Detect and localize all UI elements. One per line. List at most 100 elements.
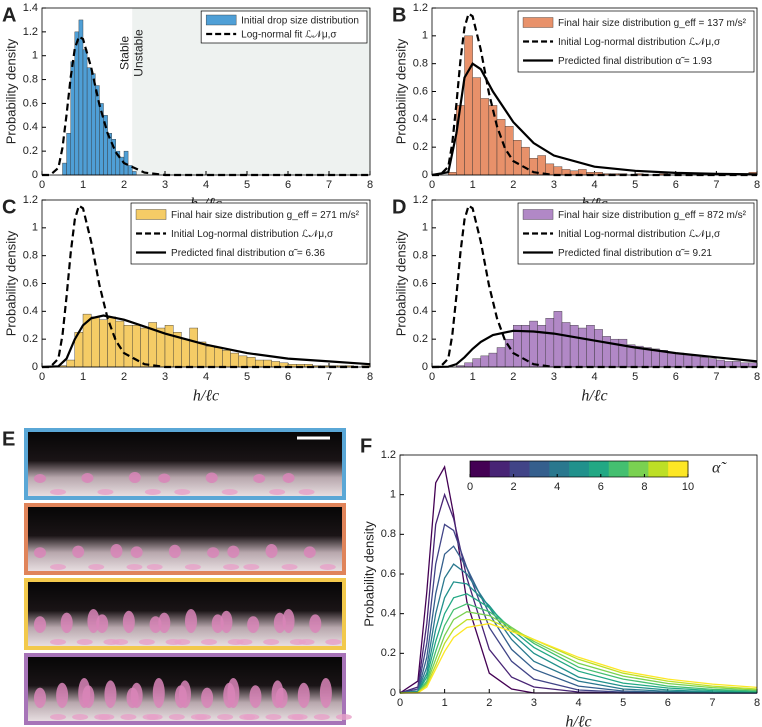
legend-label: Final hair size distribution g_eff = 137… (558, 18, 747, 29)
y-tick-label: 1.2 (413, 194, 428, 206)
bump (146, 564, 163, 570)
x-tick-label: 8 (754, 697, 760, 709)
x-tick-label: 1 (470, 371, 476, 383)
x-tick-label: 6 (665, 697, 671, 709)
panel-letter: B (392, 4, 406, 26)
x-tick-label: 4 (591, 179, 597, 191)
bump (168, 714, 185, 720)
colorbar-cell (509, 461, 530, 477)
x-tick-label: 4 (591, 371, 597, 383)
bump (223, 564, 240, 570)
colorbar-cell (470, 461, 491, 477)
colorbar-cell (588, 461, 610, 477)
histogram-bar (197, 341, 207, 368)
histogram-bar (529, 320, 538, 368)
bump (227, 545, 240, 558)
bump (303, 546, 316, 558)
legend-box (517, 10, 755, 73)
x-tick-label: 7 (709, 697, 715, 709)
axes-frame (431, 199, 758, 368)
curve (41, 314, 371, 369)
bump (128, 472, 141, 483)
bump (201, 687, 214, 708)
curve (399, 618, 758, 694)
legend-box (130, 202, 368, 265)
histogram-bar (70, 61, 75, 176)
curve (431, 329, 758, 369)
photo (24, 503, 346, 575)
bump (236, 639, 253, 645)
histogram-bar (238, 355, 248, 368)
bump (265, 714, 282, 720)
bump (275, 687, 288, 708)
axes-frame (431, 7, 758, 176)
histogram-bar (480, 355, 490, 368)
y-tick-label: 0.2 (23, 145, 38, 157)
histogram-bar (131, 171, 137, 176)
panel-letter: A (2, 4, 16, 26)
x-tick-label: 5 (620, 697, 626, 709)
histogram-bar (86, 67, 92, 176)
bump (319, 564, 336, 570)
histogram-bar (448, 172, 457, 176)
colorbar-tick-label: 2 (511, 481, 517, 493)
bump (168, 544, 181, 559)
y-tick-label: 0.6 (413, 277, 428, 289)
colorbar-cell (489, 461, 511, 477)
axes-frame (41, 7, 371, 176)
histogram-bar (675, 352, 685, 368)
bump (138, 639, 155, 645)
x-tick-label: 0 (429, 179, 435, 191)
y-tick-label: 1.2 (23, 26, 38, 38)
x-tick-label: 4 (203, 371, 209, 383)
bump (253, 474, 266, 483)
histogram-bar (164, 325, 174, 368)
y-tick-label: 0.2 (413, 141, 428, 153)
bump (34, 474, 46, 483)
legend-swatch (522, 17, 554, 28)
y-tick-label: 0.6 (23, 277, 38, 289)
curve (431, 62, 758, 177)
x-tick-label: 0 (39, 371, 45, 383)
bump (291, 714, 308, 720)
photo (24, 428, 346, 500)
histogram-bar (667, 352, 676, 368)
bump (56, 682, 69, 709)
x-tick-label: 2 (510, 179, 516, 191)
y-tick-label: 0.8 (413, 250, 428, 262)
histogram-bar (189, 327, 199, 368)
bump (174, 639, 191, 645)
bump (152, 678, 165, 708)
colorbar-cell (529, 461, 550, 477)
colorbar-tick-label: 0 (467, 481, 473, 493)
colorbar-tick-label: 8 (641, 481, 647, 493)
histogram-bar (553, 166, 563, 176)
panel-letter: E (2, 428, 15, 450)
y-tick-label: 0.8 (23, 250, 38, 262)
y-axis-label: Probability density (3, 230, 18, 336)
y-tick-label: 0.8 (381, 528, 396, 540)
histogram-bar (569, 325, 579, 368)
bump (220, 610, 233, 634)
panel-letter: D (392, 196, 406, 218)
histogram-bar (699, 357, 709, 368)
bump (247, 616, 260, 633)
y-tick-label: 0.2 (23, 333, 38, 345)
x-tick-label: 5 (244, 179, 250, 191)
y-tick-label: 1.2 (381, 449, 396, 461)
histogram-bar (140, 327, 149, 368)
histogram-bar (99, 319, 108, 368)
photo-bumps (34, 472, 352, 720)
bump (179, 680, 191, 708)
curve (399, 593, 758, 694)
legend-box (517, 202, 755, 265)
y-axis-label: Probability density (393, 230, 408, 336)
bump (98, 714, 115, 720)
y-tick-label: 0.4 (413, 305, 428, 317)
colorbar-label: α̃ (712, 460, 727, 477)
legend-label: Final hair size distribution g_eff = 271… (171, 210, 360, 221)
bump (282, 473, 295, 483)
colorbar-cell (648, 461, 669, 477)
bump (298, 639, 315, 645)
